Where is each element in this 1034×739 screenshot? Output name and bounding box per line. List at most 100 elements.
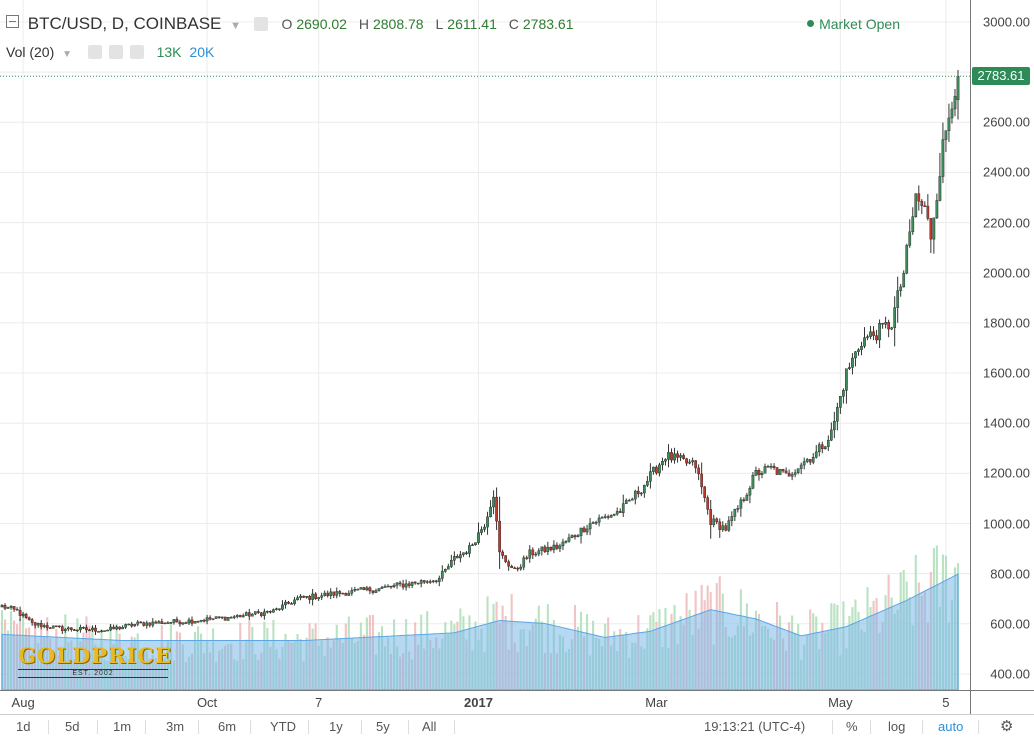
volume-eye-icon[interactable]: [87, 45, 102, 59]
candle-down: [694, 460, 697, 469]
candle-down: [413, 581, 417, 584]
candle-up: [392, 584, 396, 587]
candle-up: [299, 595, 302, 598]
candle-up: [275, 608, 278, 610]
candle-down: [39, 623, 43, 628]
candle-up: [377, 588, 381, 591]
candle-up: [884, 322, 887, 325]
range-button-5y[interactable]: 5y: [376, 719, 390, 734]
candle-up: [335, 591, 339, 596]
candle-up: [760, 473, 764, 475]
candle-up: [932, 217, 936, 240]
candle-up: [106, 629, 109, 632]
candle-up: [902, 273, 906, 288]
toolbar-divider: [250, 720, 251, 734]
candle-down: [54, 625, 58, 628]
candle-down: [920, 200, 924, 207]
volume-label[interactable]: Vol (20): [6, 44, 55, 60]
chart-canvas[interactable]: [0, 0, 970, 690]
candle-down: [434, 580, 438, 583]
symbol-dropdown-icon[interactable]: ▼: [230, 20, 241, 32]
candle-down: [371, 590, 375, 593]
candle-up: [845, 368, 848, 391]
candle-up: [633, 490, 637, 500]
candle-down: [326, 592, 330, 596]
candle-up: [115, 626, 118, 630]
range-button-6m[interactable]: 6m: [218, 719, 237, 734]
candle-up: [739, 499, 743, 509]
toolbar-divider: [97, 720, 98, 734]
x-tick-label: 7: [315, 695, 323, 710]
candle-up: [823, 446, 827, 450]
range-button-1m[interactable]: 1m: [113, 719, 132, 734]
close-label: C: [508, 16, 519, 32]
candle-up: [395, 582, 399, 586]
percent-toggle[interactable]: %: [846, 719, 858, 734]
range-button-3m[interactable]: 3m: [166, 719, 185, 734]
candle-up: [437, 578, 441, 582]
high-value: 2808.78: [372, 16, 424, 32]
axis-corner: [970, 690, 1034, 714]
range-button-5d[interactable]: 5d: [65, 719, 80, 734]
symbol-toggle-icon[interactable]: [6, 15, 19, 28]
candle-up: [778, 469, 782, 475]
candle-down: [190, 619, 194, 624]
candle-up: [938, 176, 942, 201]
candle-down: [130, 623, 134, 627]
range-button-1y[interactable]: 1y: [329, 719, 343, 734]
candle-down: [344, 592, 348, 596]
candle-down: [926, 205, 930, 219]
clock-display[interactable]: 19:13:21 (UTC-4): [704, 719, 806, 734]
candle-up: [802, 461, 806, 466]
candle-up: [817, 444, 821, 453]
candle-down: [338, 591, 342, 594]
candle-up: [486, 516, 489, 528]
candle-up: [564, 541, 568, 543]
candle-up: [320, 595, 324, 598]
symbol-title[interactable]: BTC/USD, D, COINBASE: [27, 14, 222, 33]
price-axis[interactable]: 3000.002800.002600.002400.002200.002000.…: [970, 0, 1034, 690]
market-status: Market Open: [807, 16, 900, 32]
candle-up: [567, 537, 571, 542]
candle-up: [730, 516, 734, 521]
range-button-1d[interactable]: 1d: [16, 719, 31, 734]
toolbar-divider: [308, 720, 309, 734]
log-toggle[interactable]: log: [888, 719, 906, 734]
volume-dropdown-icon[interactable]: ▼: [62, 49, 73, 60]
candle-up: [263, 611, 266, 616]
candle-down: [929, 218, 933, 240]
candle-down: [3, 605, 7, 609]
range-button-ytd[interactable]: YTD: [270, 719, 296, 734]
time-axis[interactable]: Aug Oct 7 2017 Mar May 5: [0, 690, 970, 714]
candle-down: [875, 335, 878, 341]
candle-up: [519, 566, 523, 570]
last-price-tag: 2783.61: [972, 67, 1030, 86]
volume-settings-icon[interactable]: [108, 45, 123, 59]
candle-up: [911, 216, 915, 233]
candle-up: [193, 621, 197, 624]
candle-down: [362, 587, 366, 590]
candle-down: [543, 546, 547, 552]
candle-down: [465, 552, 468, 554]
volume-close-icon[interactable]: [129, 45, 144, 59]
candle-down: [573, 535, 577, 537]
candle-up: [576, 535, 580, 537]
candle-up: [468, 545, 471, 554]
toolbar-divider: [145, 720, 146, 734]
candle-down: [217, 616, 221, 618]
candle-down: [60, 626, 64, 631]
candle-down: [290, 603, 293, 605]
y-tick-label: 1800.00: [983, 315, 1030, 331]
candle-up: [63, 628, 67, 631]
candle-down: [742, 499, 746, 501]
candle-up: [151, 621, 155, 626]
toolbar-divider: [48, 720, 49, 734]
range-button-all[interactable]: All: [422, 719, 437, 734]
candle-down: [887, 322, 890, 330]
auto-toggle[interactable]: auto: [938, 719, 964, 734]
gear-icon[interactable]: ⚙: [1000, 718, 1014, 735]
settings-icon[interactable]: [253, 17, 268, 31]
y-tick-label: 1600.00: [983, 365, 1030, 381]
price-chart[interactable]: BTC/USD, D, COINBASE ▼ O 2690.02 H 2808.78…: [0, 0, 970, 690]
candle-down: [287, 601, 290, 604]
